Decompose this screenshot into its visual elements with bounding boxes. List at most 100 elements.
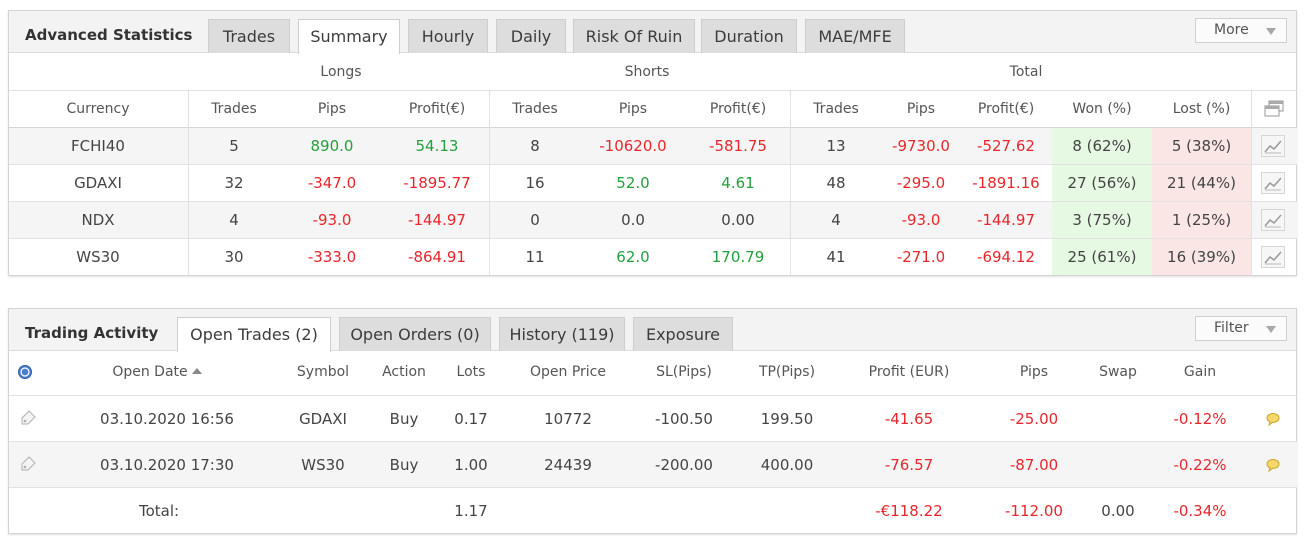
- shorts-trades-cell: 8: [530, 137, 540, 155]
- divider: [9, 395, 1297, 396]
- lots-cell: 0.17: [454, 410, 488, 428]
- profit-cell: -41.65: [884, 410, 934, 428]
- tp-cell: 400.00: [760, 456, 814, 474]
- col-header-won: Won (%): [1072, 101, 1132, 117]
- col-header-swap: Swap: [1099, 364, 1137, 380]
- more-dropdown[interactable]: More: [1195, 18, 1287, 43]
- open-price-cell: 24439: [544, 456, 592, 474]
- tag-icon[interactable]: [19, 455, 37, 473]
- profit-cell: -76.57: [884, 456, 934, 474]
- divider: [9, 238, 1297, 239]
- tab-open-orders[interactable]: Open Orders (0): [339, 317, 491, 351]
- open-date-label: Open Date: [112, 364, 188, 380]
- help-icon[interactable]: [17, 364, 33, 380]
- col-header-lots: Lots: [456, 364, 486, 380]
- total-swap: 0.00: [1101, 502, 1135, 520]
- trading-activity-header: Trading Activity Open Trades (2) Open Or…: [9, 309, 1296, 352]
- shorts-profit-cell: -581.75: [709, 137, 767, 155]
- chart-icon[interactable]: [1261, 209, 1285, 231]
- longs-pips-cell: -93.0: [312, 211, 352, 229]
- shorts-profit-cell: 170.79: [711, 248, 765, 266]
- action-cell: Buy: [389, 410, 419, 428]
- col-header-gain: Gain: [1183, 364, 1217, 380]
- tab-mae-mfe[interactable]: MAE/MFE: [805, 19, 905, 53]
- shorts-profit-cell: 0.00: [721, 211, 755, 229]
- col-header-shorts-profit: Profit(€): [709, 101, 767, 117]
- col-header-tp: TP(Pips): [758, 364, 816, 380]
- group-header-shorts: Shorts: [624, 64, 670, 80]
- group-header-longs: Longs: [320, 64, 362, 80]
- tab-duration[interactable]: Duration: [701, 19, 797, 53]
- col-header-currency: Currency: [66, 101, 130, 117]
- total-label: Total:: [138, 502, 180, 520]
- total-lots: 1.17: [454, 502, 488, 520]
- tab-daily[interactable]: Daily: [496, 19, 566, 53]
- shorts-pips-cell: 0.0: [621, 211, 645, 229]
- col-header-profit: Profit (EUR): [868, 364, 950, 380]
- divider: [188, 90, 189, 275]
- shorts-trades-cell: 11: [525, 248, 545, 266]
- total-pips-cell: -93.0: [901, 211, 941, 229]
- col-header-pips: Pips: [1019, 364, 1049, 380]
- tab-summary[interactable]: Summary: [298, 19, 400, 54]
- tab-hourly[interactable]: Hourly: [408, 19, 488, 53]
- total-pips-cell: -271.0: [896, 248, 946, 266]
- shorts-trades-cell: 16: [525, 174, 545, 192]
- divider: [9, 127, 1297, 128]
- tab-open-trades[interactable]: Open Trades (2): [177, 317, 331, 352]
- row-background: [9, 201, 1052, 238]
- panel-title: Advanced Statistics: [25, 26, 193, 44]
- total-pips-cell: -9730.0: [892, 137, 950, 155]
- filter-dropdown[interactable]: Filter: [1195, 316, 1287, 341]
- filter-label: Filter: [1214, 320, 1249, 336]
- longs-pips-cell: -333.0: [307, 248, 357, 266]
- col-header-total-profit: Profit(€): [977, 101, 1035, 117]
- lost-cell: 5 (38%): [1171, 137, 1232, 155]
- tab-trades[interactable]: Trades: [208, 19, 290, 53]
- col-header-action: Action: [382, 364, 426, 380]
- col-header-shorts-pips: Pips: [618, 101, 648, 117]
- total-profit: -€118.22: [875, 502, 943, 520]
- divider: [790, 90, 791, 275]
- sl-cell: -100.50: [655, 410, 713, 428]
- caret-down-icon: [1266, 28, 1276, 35]
- pips-cell: -87.00: [1009, 456, 1059, 474]
- col-header-longs-trades: Trades: [211, 101, 257, 117]
- tag-icon[interactable]: [19, 409, 37, 427]
- total-trades-cell: 13: [826, 137, 846, 155]
- chart-icon[interactable]: [1261, 135, 1285, 157]
- pips-cell: -25.00: [1009, 410, 1059, 428]
- total-trades-cell: 48: [826, 174, 846, 192]
- comment-icon[interactable]: [1265, 457, 1281, 473]
- longs-profit-cell: 54.13: [415, 137, 459, 155]
- won-cell: 27 (56%): [1067, 174, 1137, 192]
- lost-cell: 21 (44%): [1167, 174, 1236, 192]
- longs-trades-cell: 5: [229, 137, 239, 155]
- currency-cell: WS30: [76, 248, 120, 266]
- total-gain: -0.34%: [1173, 502, 1227, 520]
- longs-trades-cell: 4: [229, 211, 239, 229]
- col-header-lost: Lost (%): [1172, 101, 1231, 117]
- open-date-cell: 03.10.2020 16:56: [100, 410, 234, 428]
- tab-exposure[interactable]: Exposure: [633, 317, 733, 351]
- shorts-pips-cell: 62.0: [616, 248, 650, 266]
- lost-cell: 16 (39%): [1167, 248, 1236, 266]
- group-header-total: Total: [1009, 64, 1043, 80]
- total-pips-cell: -295.0: [896, 174, 946, 192]
- windows-icon[interactable]: [1261, 98, 1285, 120]
- chart-icon[interactable]: [1261, 246, 1285, 268]
- tp-cell: 199.50: [760, 410, 814, 428]
- divider: [9, 487, 1297, 488]
- more-label: More: [1214, 22, 1249, 38]
- col-header-open-date[interactable]: Open Date: [97, 364, 217, 380]
- advanced-statistics-panel: Advanced Statistics Trades Summary Hourl…: [8, 10, 1297, 276]
- comment-icon[interactable]: [1265, 411, 1281, 427]
- tab-history[interactable]: History (119): [499, 317, 625, 351]
- tab-risk-of-ruin[interactable]: Risk Of Ruin: [573, 19, 695, 53]
- col-header-sl: SL(Pips): [656, 364, 712, 380]
- total-profit-cell: -694.12: [977, 248, 1035, 266]
- col-header-total-trades: Trades: [813, 101, 859, 117]
- gain-cell: -0.12%: [1173, 410, 1227, 428]
- chart-icon[interactable]: [1261, 172, 1285, 194]
- currency-cell: GDAXI: [74, 174, 122, 192]
